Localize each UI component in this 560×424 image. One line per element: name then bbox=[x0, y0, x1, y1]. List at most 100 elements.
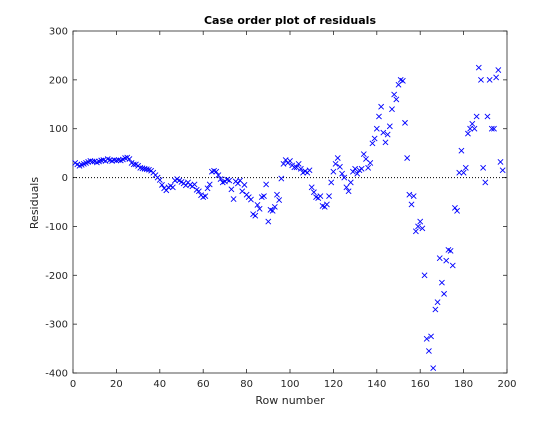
residual-point bbox=[373, 125, 380, 132]
residual-point bbox=[169, 184, 176, 191]
residual-point bbox=[159, 181, 165, 188]
residual-point bbox=[484, 113, 491, 120]
residual-point bbox=[371, 135, 378, 142]
residual-point bbox=[428, 333, 434, 340]
residual-point bbox=[358, 165, 365, 172]
residual-point bbox=[308, 184, 315, 191]
residual-point bbox=[402, 119, 408, 126]
residual-point bbox=[343, 184, 350, 191]
residual-point bbox=[122, 155, 128, 161]
y-tick-label: 300 bbox=[49, 27, 68, 38]
residual-point bbox=[328, 179, 335, 186]
residual-point bbox=[293, 164, 300, 171]
residual-point bbox=[458, 147, 465, 154]
x-tick-label: 120 bbox=[324, 379, 343, 390]
residual-point bbox=[261, 193, 267, 200]
residual-point bbox=[130, 161, 137, 168]
residual-point bbox=[352, 165, 359, 172]
residual-point bbox=[365, 164, 372, 171]
x-tick-label: 160 bbox=[411, 379, 430, 390]
residual-point bbox=[441, 290, 447, 297]
residual-point bbox=[282, 157, 289, 163]
residual-point bbox=[339, 170, 345, 177]
residual-point bbox=[278, 175, 285, 182]
x-tick-label: 80 bbox=[240, 379, 253, 390]
residual-point bbox=[323, 201, 330, 208]
residual-point bbox=[460, 169, 467, 176]
residual-point bbox=[291, 164, 298, 171]
residual-point bbox=[473, 113, 480, 120]
residual-point bbox=[491, 125, 497, 132]
x-tick-label: 40 bbox=[153, 379, 166, 390]
y-tick-label: -300 bbox=[45, 320, 68, 331]
residual-point bbox=[163, 187, 170, 194]
residual-point bbox=[191, 181, 198, 188]
residual-point bbox=[202, 193, 209, 200]
residual-point bbox=[217, 176, 224, 182]
residual-point bbox=[465, 130, 471, 137]
residual-point bbox=[230, 196, 237, 202]
residual-point bbox=[215, 172, 222, 179]
residual-point bbox=[408, 201, 415, 208]
residual-point bbox=[248, 196, 254, 203]
y-tick-label: -200 bbox=[45, 271, 68, 282]
residual-point bbox=[237, 177, 244, 184]
residual-point bbox=[467, 125, 474, 132]
residual-point bbox=[417, 218, 424, 225]
x-tick-label: 60 bbox=[197, 379, 210, 390]
residual-point bbox=[436, 255, 443, 262]
residual-point bbox=[206, 181, 213, 188]
x-tick-label: 200 bbox=[497, 379, 516, 390]
residual-point bbox=[432, 306, 439, 313]
x-tick-label: 180 bbox=[454, 379, 473, 390]
residual-point bbox=[423, 335, 430, 342]
residual-point bbox=[280, 160, 287, 167]
x-tick-label: 20 bbox=[110, 379, 123, 390]
data-points bbox=[72, 64, 506, 372]
residual-point bbox=[462, 164, 469, 171]
residual-point bbox=[438, 279, 445, 286]
residual-point bbox=[391, 91, 398, 98]
x-tick-label: 140 bbox=[367, 379, 386, 390]
residual-point bbox=[380, 129, 387, 136]
residual-point bbox=[297, 165, 304, 172]
residual-point bbox=[336, 163, 343, 170]
residual-point bbox=[226, 177, 233, 184]
residual-point bbox=[471, 125, 478, 132]
residual-point bbox=[235, 180, 241, 187]
y-tick-label: 100 bbox=[49, 124, 68, 135]
residual-point bbox=[350, 168, 356, 175]
residual-point bbox=[399, 77, 406, 84]
residual-point bbox=[113, 157, 120, 164]
residual-point bbox=[488, 125, 495, 132]
residual-point bbox=[469, 120, 476, 127]
residual-point bbox=[269, 207, 276, 214]
residual-point bbox=[143, 166, 150, 173]
residual-point bbox=[421, 272, 428, 279]
residual-point bbox=[497, 159, 504, 165]
residual-point bbox=[406, 191, 413, 198]
residual-point bbox=[271, 203, 278, 210]
x-tick-label: 0 bbox=[70, 379, 76, 390]
y-tick-label: -400 bbox=[45, 369, 68, 380]
residual-point bbox=[486, 76, 493, 83]
residual-point bbox=[213, 168, 220, 175]
residual-point bbox=[306, 167, 313, 174]
residual-point bbox=[393, 96, 400, 103]
residual-point bbox=[137, 164, 144, 171]
residual-point bbox=[195, 188, 202, 195]
residual-point bbox=[141, 165, 148, 172]
residual-point bbox=[419, 225, 426, 232]
residual-point bbox=[412, 228, 419, 235]
residual-point bbox=[332, 160, 339, 167]
y-axis-label: Residuals bbox=[28, 177, 41, 229]
residual-point bbox=[454, 207, 461, 214]
residual-point bbox=[156, 177, 163, 183]
residual-point bbox=[447, 247, 454, 254]
residual-point bbox=[334, 155, 341, 161]
residual-point bbox=[495, 67, 502, 74]
y-tick-label: 0 bbox=[62, 173, 68, 184]
x-axis-label: Row number bbox=[255, 394, 325, 407]
residual-point bbox=[204, 185, 211, 192]
